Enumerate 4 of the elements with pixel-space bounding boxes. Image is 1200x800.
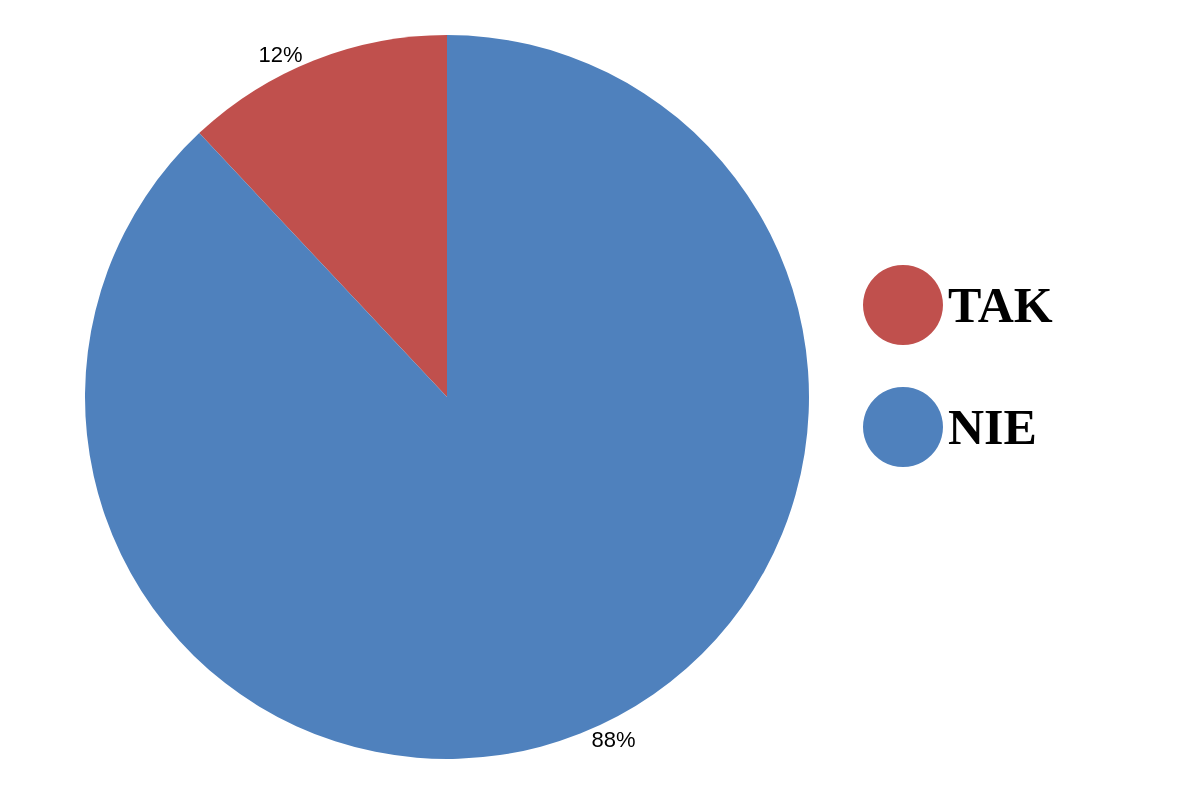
legend-label: NIE xyxy=(948,399,1037,455)
data-label: 88% xyxy=(591,726,636,752)
legend-label: TAK xyxy=(948,277,1053,333)
data-label: 12% xyxy=(258,42,303,68)
